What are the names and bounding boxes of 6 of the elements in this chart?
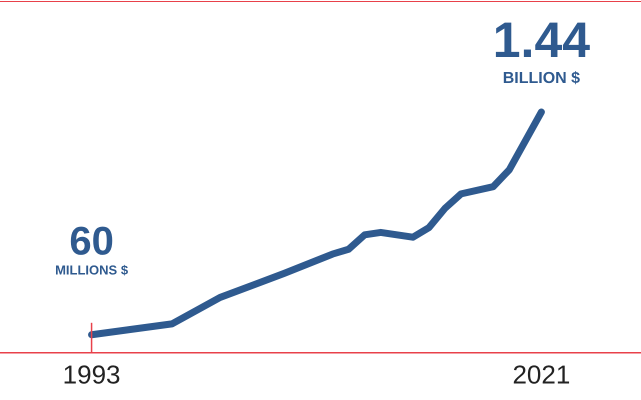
annotation: 60 bbox=[69, 220, 114, 264]
annotation: MILLIONS $ bbox=[55, 262, 129, 278]
annotation: 1.44 bbox=[492, 12, 590, 68]
x-tick-label: 2021 bbox=[512, 360, 570, 390]
text: BILLION $ bbox=[502, 70, 580, 87]
x-tick-label: 1993 bbox=[62, 360, 120, 390]
